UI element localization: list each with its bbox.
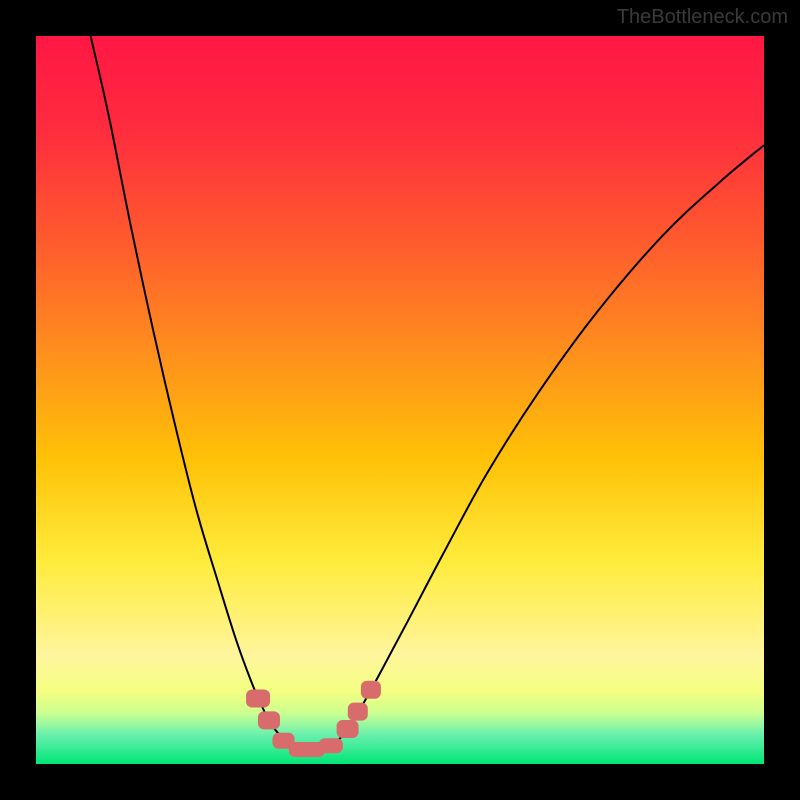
chart-outer-frame: TheBottleneck.com <box>0 0 800 800</box>
watermark-text: TheBottleneck.com <box>617 6 788 29</box>
data-point <box>319 738 343 753</box>
data-point <box>348 703 368 721</box>
data-point <box>361 681 381 699</box>
chart-plot-area <box>36 36 764 764</box>
data-point <box>258 711 280 729</box>
gradient-background <box>36 36 764 764</box>
data-point <box>337 720 359 738</box>
data-point <box>246 689 270 707</box>
chart-svg <box>36 36 764 764</box>
